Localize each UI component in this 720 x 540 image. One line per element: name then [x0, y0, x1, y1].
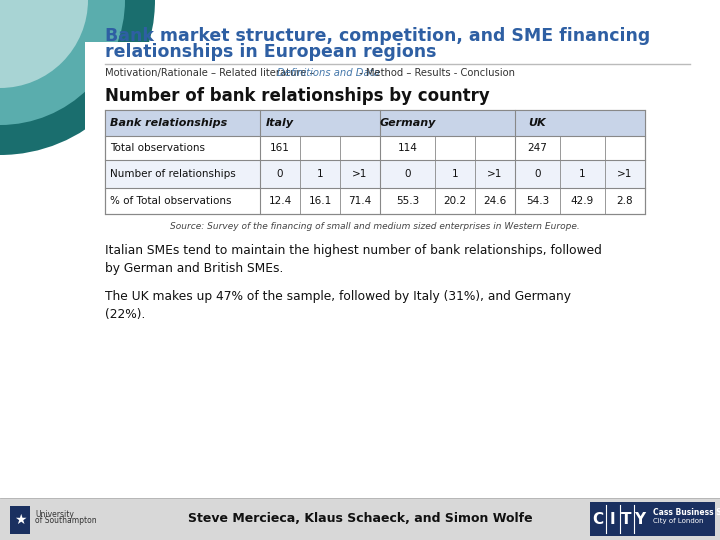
Text: of Southampton: of Southampton — [35, 516, 96, 525]
Text: T: T — [621, 511, 631, 526]
Text: 247: 247 — [528, 143, 547, 153]
Text: Motivation/Rationale – Related literature –: Motivation/Rationale – Related literatur… — [105, 68, 318, 78]
Wedge shape — [0, 0, 88, 88]
Text: 1: 1 — [579, 169, 586, 179]
FancyBboxPatch shape — [85, 42, 710, 502]
Text: 16.1: 16.1 — [308, 196, 332, 206]
Text: Number of bank relationships by country: Number of bank relationships by country — [105, 87, 490, 105]
Text: Definitions and Data: Definitions and Data — [277, 68, 380, 78]
FancyBboxPatch shape — [590, 502, 715, 536]
Text: UK: UK — [528, 118, 546, 128]
Text: 1: 1 — [317, 169, 323, 179]
Text: Bank market structure, competition, and SME financing: Bank market structure, competition, and … — [105, 27, 650, 45]
Text: Number of relationships: Number of relationships — [110, 169, 235, 179]
Text: 114: 114 — [397, 143, 418, 153]
Text: I: I — [609, 511, 615, 526]
Text: The UK makes up 47% of the sample, followed by Italy (31%), and Germany
(22%).: The UK makes up 47% of the sample, follo… — [105, 290, 571, 321]
Wedge shape — [0, 0, 155, 155]
Text: 55.3: 55.3 — [396, 196, 419, 206]
Text: % of Total observations: % of Total observations — [110, 196, 232, 206]
Text: C: C — [593, 511, 603, 526]
Text: Cass Business School: Cass Business School — [653, 508, 720, 517]
Text: Italian SMEs tend to maintain the highest number of bank relationships, followed: Italian SMEs tend to maintain the highes… — [105, 244, 602, 275]
Wedge shape — [0, 0, 125, 125]
Text: 12.4: 12.4 — [269, 196, 292, 206]
Text: 42.9: 42.9 — [571, 196, 594, 206]
Text: 24.6: 24.6 — [483, 196, 507, 206]
Text: 71.4: 71.4 — [348, 196, 372, 206]
Text: 2.8: 2.8 — [617, 196, 634, 206]
Text: 0: 0 — [404, 169, 410, 179]
Text: Germany: Germany — [379, 118, 436, 128]
Text: >1: >1 — [617, 169, 633, 179]
Text: ★: ★ — [14, 513, 26, 527]
Text: University: University — [35, 510, 74, 519]
Text: 1: 1 — [451, 169, 459, 179]
Text: relationships in European regions: relationships in European regions — [105, 43, 436, 61]
Text: Total observations: Total observations — [110, 143, 205, 153]
FancyBboxPatch shape — [105, 110, 645, 136]
Text: 161: 161 — [270, 143, 290, 153]
FancyBboxPatch shape — [10, 506, 30, 534]
Text: 0: 0 — [534, 169, 541, 179]
FancyBboxPatch shape — [0, 498, 720, 540]
Text: 0: 0 — [276, 169, 283, 179]
Text: Y: Y — [634, 511, 646, 526]
Text: Italy: Italy — [266, 118, 294, 128]
Text: >1: >1 — [487, 169, 503, 179]
FancyBboxPatch shape — [105, 160, 645, 188]
Text: - Method – Results - Conclusion: - Method – Results - Conclusion — [356, 68, 515, 78]
Text: City of London: City of London — [653, 518, 703, 524]
Text: 54.3: 54.3 — [526, 196, 549, 206]
Text: Steve Mercieca, Klaus Schaeck, and Simon Wolfe: Steve Mercieca, Klaus Schaeck, and Simon… — [188, 512, 532, 525]
Text: >1: >1 — [352, 169, 368, 179]
Text: 20.2: 20.2 — [444, 196, 467, 206]
Text: Source: Survey of the financing of small and medium sized enterprises in Western: Source: Survey of the financing of small… — [170, 222, 580, 231]
FancyBboxPatch shape — [105, 110, 645, 214]
Text: Bank relationships: Bank relationships — [110, 118, 228, 128]
